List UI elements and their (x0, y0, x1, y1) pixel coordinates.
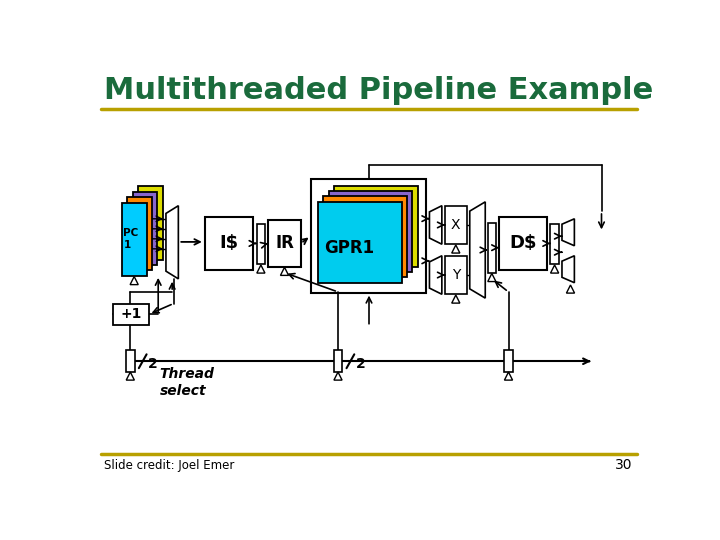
Bar (311, 179, 426, 293)
Polygon shape (505, 372, 513, 380)
Polygon shape (567, 285, 575, 293)
Text: 2: 2 (356, 357, 366, 372)
Polygon shape (562, 219, 575, 246)
Bar (318, 202, 402, 283)
Polygon shape (451, 245, 460, 253)
Bar (499, 217, 547, 269)
Text: Y: Y (451, 268, 460, 282)
Bar (323, 197, 407, 278)
Bar (138, 186, 163, 260)
Polygon shape (334, 372, 342, 380)
Text: GPR1: GPR1 (324, 239, 374, 257)
Text: Thread
select: Thread select (160, 367, 215, 397)
Text: Multithreaded Pipeline Example: Multithreaded Pipeline Example (104, 76, 653, 105)
Polygon shape (257, 265, 265, 273)
Text: X: X (451, 218, 461, 232)
Bar (256, 224, 265, 264)
Polygon shape (429, 206, 442, 244)
Bar (550, 224, 559, 264)
Bar (132, 192, 158, 265)
Bar (329, 191, 413, 272)
Bar (504, 350, 513, 372)
Polygon shape (281, 267, 289, 275)
Bar (269, 220, 301, 267)
Polygon shape (130, 276, 138, 285)
Text: +1: +1 (120, 307, 142, 321)
Bar (127, 197, 152, 271)
Bar (334, 350, 342, 372)
Text: 2: 2 (148, 357, 158, 372)
Text: PC
1: PC 1 (123, 228, 138, 249)
Bar (445, 256, 467, 294)
Polygon shape (562, 256, 575, 283)
Polygon shape (551, 265, 559, 273)
Bar (126, 350, 135, 372)
Polygon shape (487, 273, 496, 281)
Text: Slide credit: Joel Emer: Slide credit: Joel Emer (104, 458, 234, 472)
Polygon shape (166, 206, 179, 279)
Bar (122, 202, 147, 276)
Text: D$: D$ (510, 234, 537, 252)
Polygon shape (469, 202, 485, 298)
Bar (334, 186, 418, 267)
Bar (204, 217, 253, 269)
Text: 30: 30 (615, 458, 632, 472)
Polygon shape (429, 256, 442, 294)
Bar (487, 222, 496, 273)
Text: I$: I$ (219, 234, 238, 252)
Text: IR: IR (275, 234, 294, 252)
Bar (445, 206, 467, 244)
Polygon shape (126, 372, 135, 380)
Bar (113, 303, 149, 325)
Polygon shape (451, 295, 460, 303)
